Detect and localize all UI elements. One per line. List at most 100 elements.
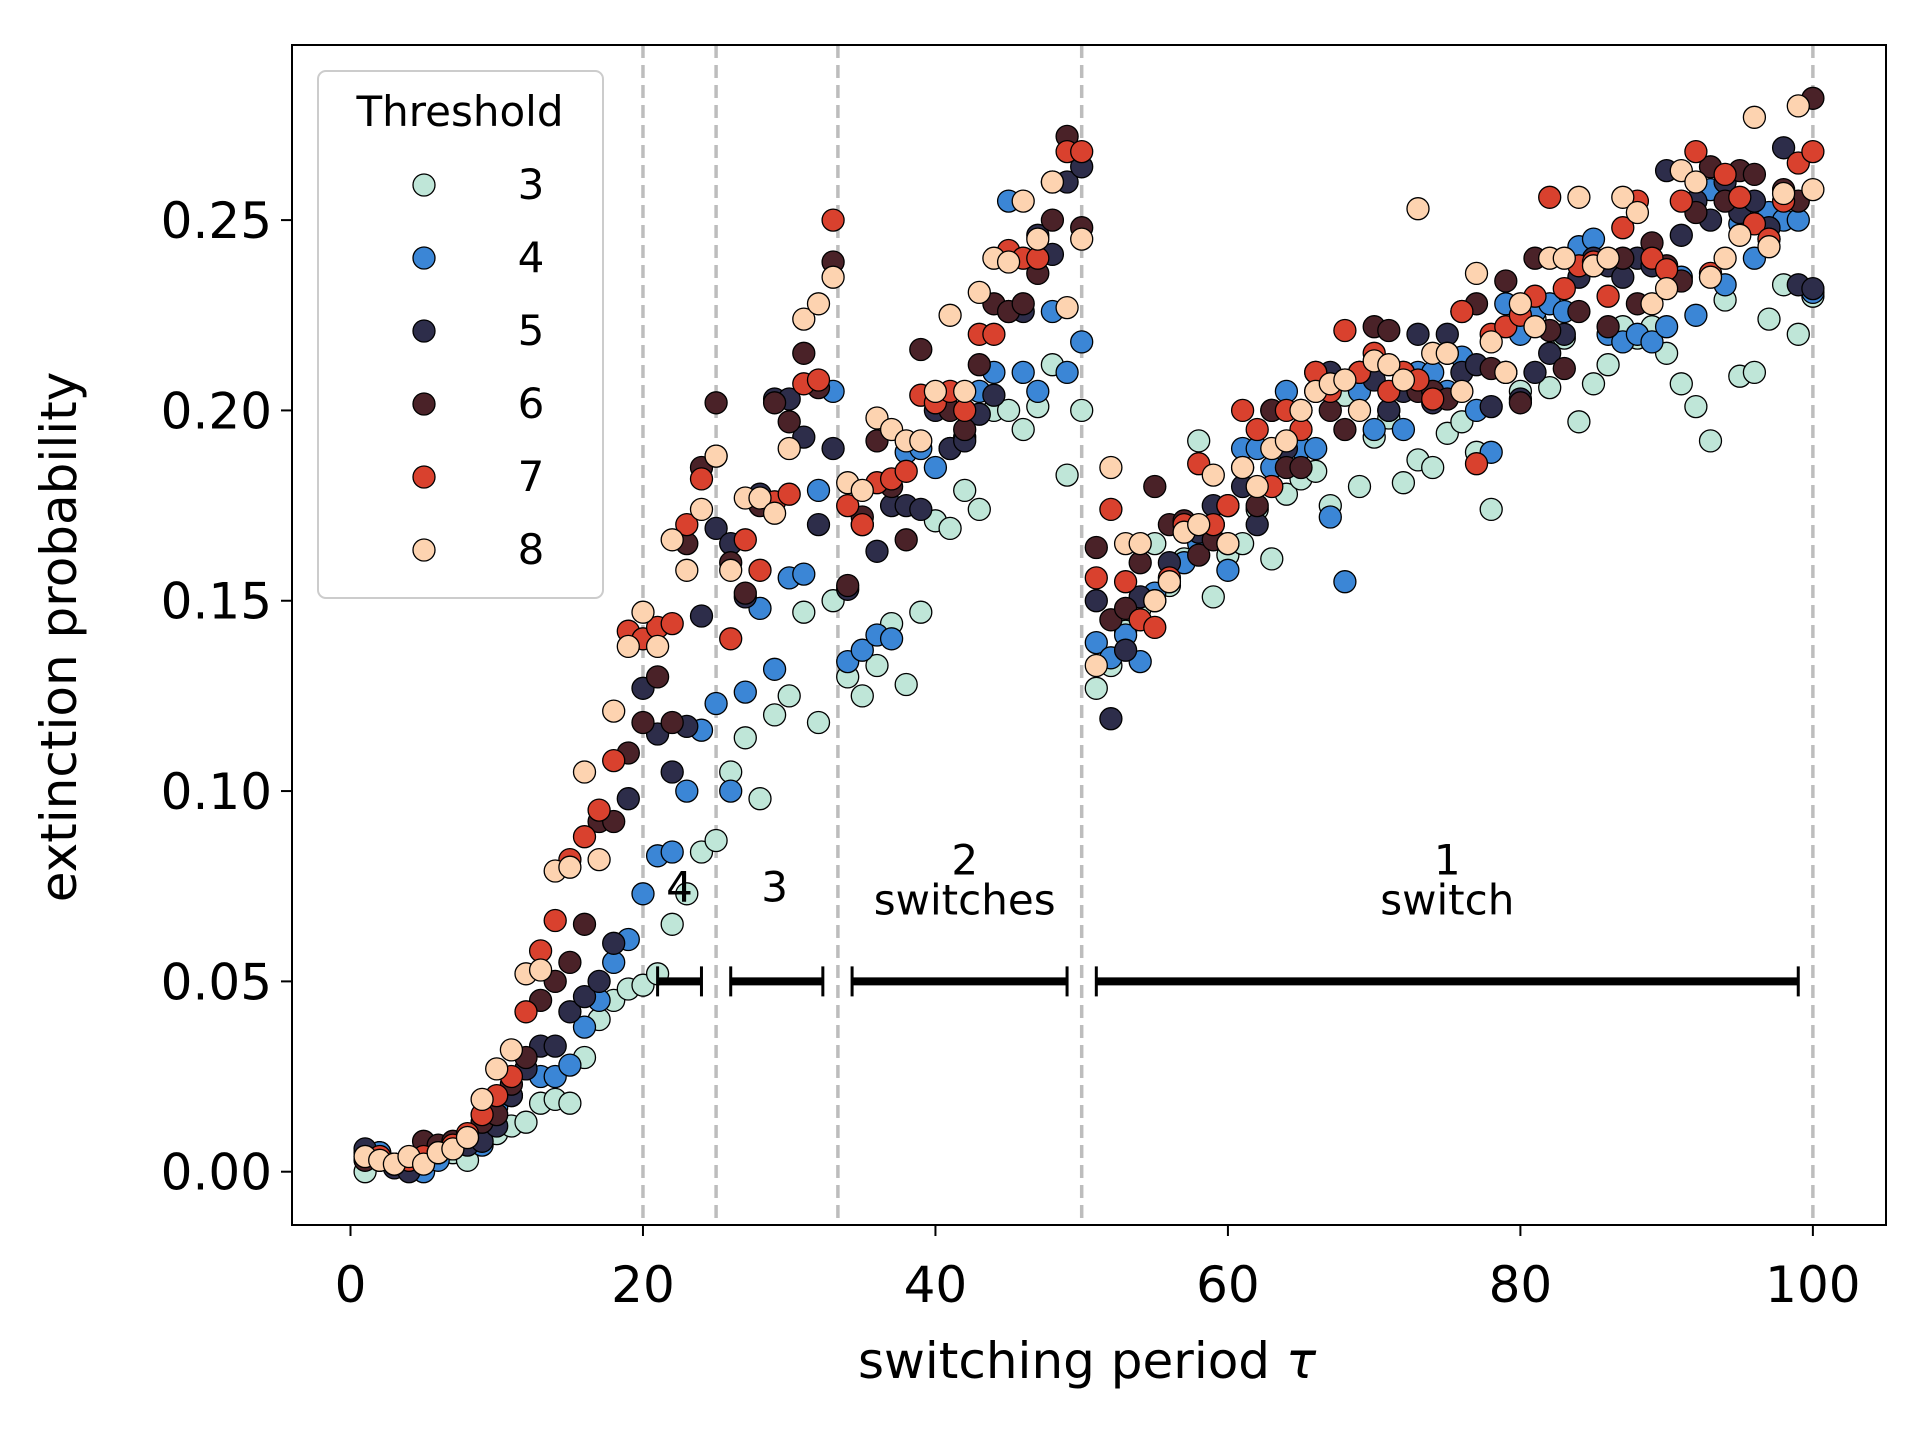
data-point (660, 840, 684, 864)
data-point (1391, 368, 1416, 392)
data-point (1421, 387, 1445, 411)
legend-marker (412, 173, 436, 197)
data-point (894, 528, 918, 552)
data-point (967, 497, 991, 522)
data-point (1479, 497, 1503, 522)
y-tick-label: 0.05 (161, 953, 272, 1011)
data-point (777, 684, 801, 708)
data-point (1654, 315, 1679, 339)
data-point (1757, 235, 1781, 259)
data-point (1230, 455, 1255, 480)
data-point (850, 638, 874, 662)
data-point (865, 539, 889, 563)
data-point (1508, 292, 1533, 316)
data-point (1260, 547, 1284, 571)
data-point (792, 600, 816, 624)
y-tick-label: 0.10 (161, 763, 272, 821)
data-point (455, 1125, 480, 1150)
data-point (762, 391, 787, 415)
x-tick-label: 40 (904, 1256, 968, 1314)
legend-marker (412, 246, 436, 270)
data-point (1289, 455, 1313, 480)
data-point (660, 760, 684, 784)
data-point (982, 383, 1006, 407)
data-point (1684, 394, 1708, 419)
data-point (689, 467, 714, 491)
data-point (616, 787, 640, 811)
x-axis-label: switching period τ (858, 1332, 1317, 1390)
data-point (1421, 455, 1445, 480)
data-point (558, 1091, 582, 1115)
data-point (1640, 292, 1664, 316)
data-point (572, 984, 597, 1009)
data-point (689, 604, 714, 628)
data-point (909, 429, 933, 453)
data-point (1347, 474, 1372, 499)
y-tick-label: 0.25 (161, 192, 272, 250)
data-point (1757, 307, 1781, 331)
data-point (1464, 452, 1489, 476)
data-point (1113, 570, 1138, 594)
data-point (675, 882, 699, 906)
data-point (1055, 295, 1079, 320)
region-label: 3 (761, 862, 788, 911)
data-point (514, 1000, 538, 1024)
data-point (748, 486, 772, 510)
data-point (1391, 417, 1416, 442)
data-point (1070, 227, 1094, 251)
data-point (1654, 276, 1679, 301)
data-point (1640, 330, 1664, 354)
region-label: 2 (951, 835, 978, 884)
data-point (1274, 429, 1299, 453)
region-label: switch (1380, 875, 1514, 924)
data-point (806, 512, 831, 537)
data-point (836, 573, 860, 598)
data-point (1406, 197, 1430, 221)
data-point (1245, 474, 1269, 499)
data-point (1567, 299, 1591, 324)
data-point (1728, 185, 1752, 209)
data-point (1099, 455, 1123, 480)
data-point (1084, 589, 1108, 613)
data-point (967, 280, 991, 305)
data-point (806, 710, 831, 735)
legend-label: 8 (518, 525, 545, 574)
data-point (587, 847, 611, 872)
data-point (1669, 372, 1693, 396)
legend-box (317, 70, 604, 599)
data-point (1684, 139, 1708, 164)
data-point (660, 912, 684, 936)
legend-marker (412, 538, 436, 562)
data-point (1201, 463, 1225, 487)
data-point (1523, 315, 1547, 339)
data-point (704, 516, 728, 541)
y-tick-label: 0.20 (161, 382, 272, 440)
data-point (1099, 497, 1123, 522)
data-point (572, 1015, 597, 1039)
data-point (631, 882, 655, 906)
plot-frame (291, 44, 1887, 1226)
region-label: switches (874, 875, 1056, 924)
data-point (1713, 162, 1737, 187)
legend-label: 5 (518, 306, 545, 355)
data-point (1070, 330, 1094, 354)
data-point (909, 337, 933, 362)
data-point (1011, 292, 1035, 316)
data-point (1362, 417, 1386, 442)
data-point (850, 478, 874, 503)
data-point (792, 562, 816, 586)
data-point (572, 825, 597, 849)
data-point (1596, 246, 1620, 270)
data-point (1377, 353, 1401, 377)
data-point (1801, 276, 1825, 301)
data-point (1684, 170, 1708, 194)
data-point (806, 478, 831, 503)
data-point (1011, 360, 1035, 385)
data-point (996, 250, 1021, 274)
data-point (1611, 185, 1635, 209)
data-point (1596, 284, 1620, 308)
data-point (909, 600, 933, 624)
data-point (1801, 139, 1825, 164)
